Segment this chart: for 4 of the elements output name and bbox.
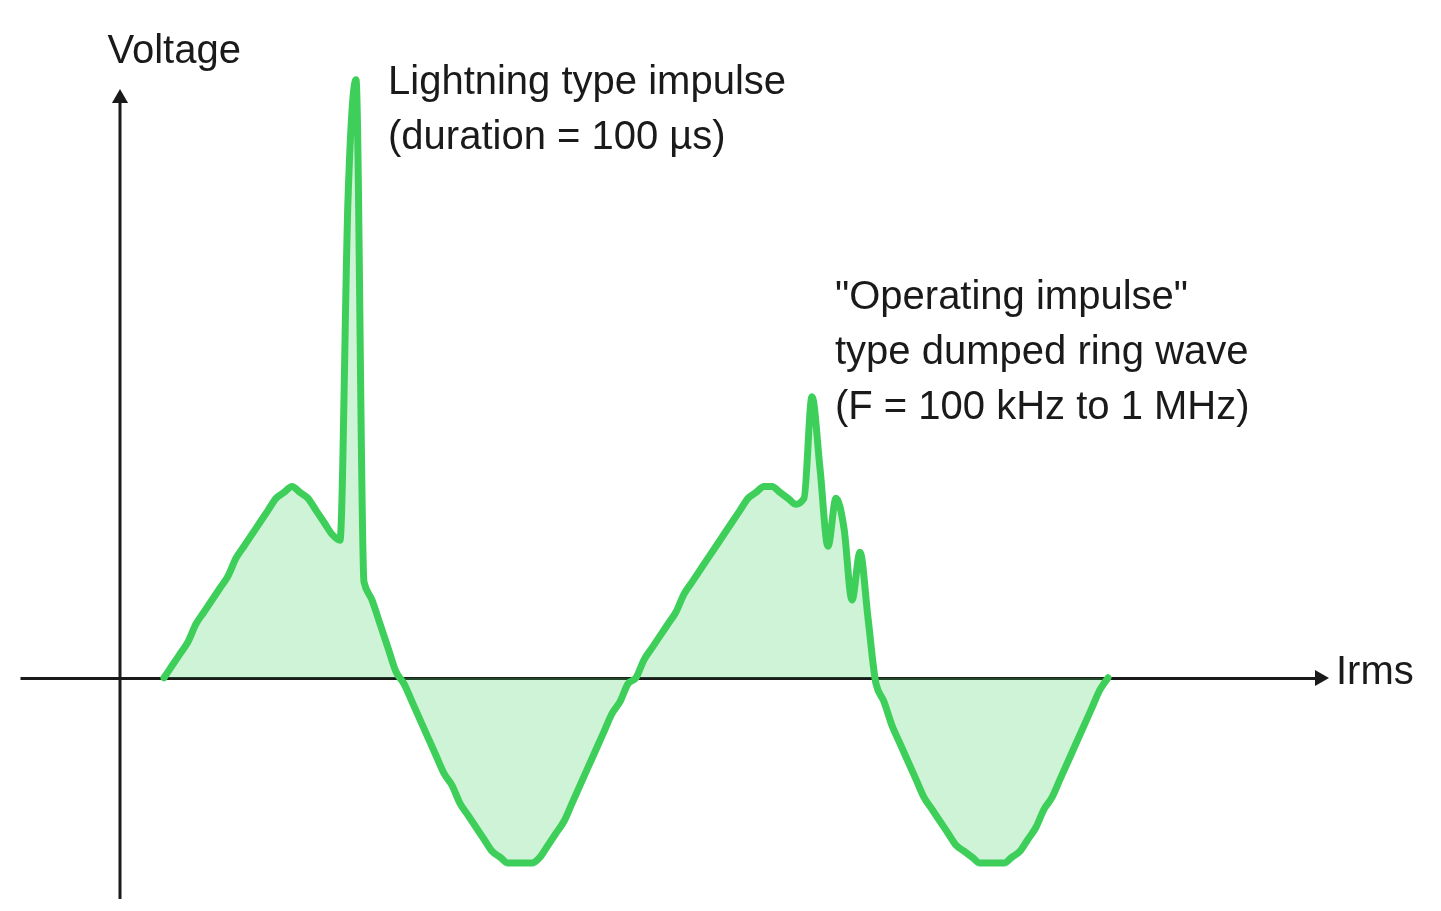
y-axis-title: Voltage — [107, 26, 241, 71]
annotation: "Operating impulse" type dumped ring wave (F = 100 kHz to 1 MHz) — [835, 273, 1250, 427]
text: Irms — [1336, 648, 1414, 692]
annotation: Lightning type impulse (duration = 100 µs) — [388, 58, 787, 157]
